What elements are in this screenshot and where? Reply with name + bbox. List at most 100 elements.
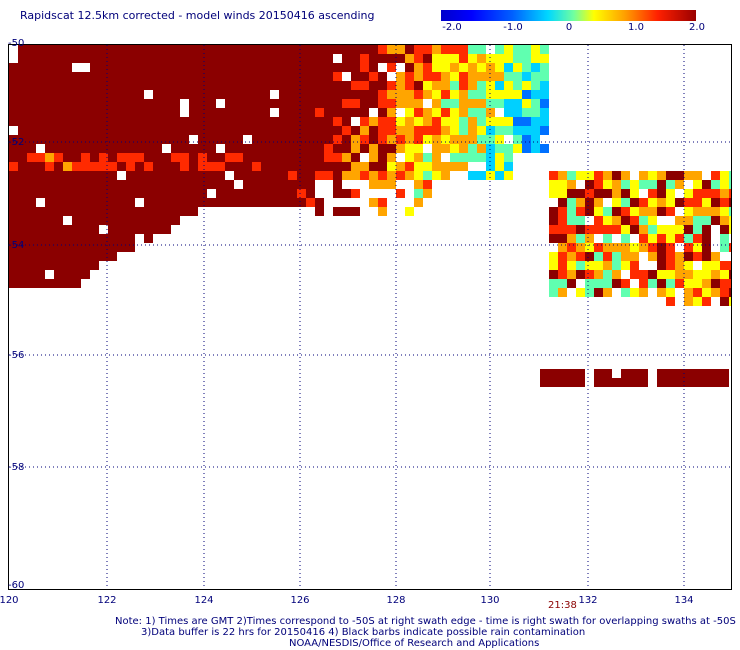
wind-cell — [117, 189, 126, 198]
wind-cell — [666, 270, 675, 279]
wind-cell — [612, 171, 621, 180]
wind-cell — [45, 225, 54, 234]
wind-cell — [333, 144, 342, 153]
wind-cell — [225, 81, 234, 90]
wind-cell — [72, 225, 81, 234]
wind-cell — [459, 117, 468, 126]
wind-cell — [612, 225, 621, 234]
wind-cell — [675, 234, 684, 243]
wind-cell — [234, 189, 243, 198]
wind-cell — [621, 180, 630, 189]
wind-cell — [729, 216, 738, 225]
wind-cell — [423, 63, 432, 72]
wind-cell — [9, 108, 18, 117]
wind-cell — [711, 279, 720, 288]
wind-cell — [90, 45, 99, 54]
wind-cell — [423, 189, 432, 198]
wind-cell — [594, 207, 603, 216]
wind-cell — [216, 117, 225, 126]
wind-cell — [90, 252, 99, 261]
wind-cell — [54, 90, 63, 99]
wind-cell — [45, 108, 54, 117]
wind-cell — [144, 117, 153, 126]
wind-cell — [108, 90, 117, 99]
wind-cell — [468, 99, 477, 108]
wind-cell — [486, 126, 495, 135]
wind-cell — [117, 180, 126, 189]
wind-cell — [729, 243, 738, 252]
wind-cell — [162, 207, 171, 216]
wind-cell — [180, 207, 189, 216]
wind-cell — [36, 135, 45, 144]
wind-cell — [729, 207, 738, 216]
wind-cell — [63, 243, 72, 252]
wind-cell — [288, 99, 297, 108]
wind-cell — [90, 153, 99, 162]
wind-cell — [72, 216, 81, 225]
wind-cell — [9, 189, 18, 198]
wind-cell — [396, 189, 405, 198]
wind-cell — [27, 198, 36, 207]
wind-cell — [162, 117, 171, 126]
wind-cell — [558, 180, 567, 189]
wind-cell — [711, 207, 720, 216]
wind-cell — [54, 189, 63, 198]
wind-cell — [675, 378, 684, 387]
wind-cell — [486, 54, 495, 63]
wind-cell — [657, 207, 666, 216]
wind-cell — [333, 135, 342, 144]
wind-cell — [513, 117, 522, 126]
wind-cell — [279, 117, 288, 126]
wind-cell — [81, 162, 90, 171]
wind-cell — [639, 198, 648, 207]
wind-cell — [558, 207, 567, 216]
wind-cell — [54, 270, 63, 279]
wind-cell — [486, 162, 495, 171]
wind-cell — [351, 54, 360, 63]
wind-cell — [297, 135, 306, 144]
wind-cell — [90, 108, 99, 117]
wind-cell — [351, 45, 360, 54]
wind-cell — [207, 171, 216, 180]
wind-cell — [414, 162, 423, 171]
wind-cell — [711, 252, 720, 261]
lon-label: 130 — [480, 595, 500, 606]
wind-cell — [612, 189, 621, 198]
wind-cell — [54, 144, 63, 153]
wind-cell — [450, 108, 459, 117]
wind-cell — [405, 126, 414, 135]
wind-cell — [729, 270, 738, 279]
wind-cell — [297, 189, 306, 198]
wind-cell — [324, 153, 333, 162]
wind-cell — [243, 153, 252, 162]
lat-label: -52 — [8, 137, 25, 148]
wind-cell — [684, 261, 693, 270]
wind-cell — [54, 207, 63, 216]
wind-cell — [261, 171, 270, 180]
wind-cell — [63, 117, 72, 126]
wind-cell — [261, 153, 270, 162]
wind-cell — [144, 189, 153, 198]
wind-cell — [333, 180, 342, 189]
wind-cell — [126, 144, 135, 153]
wind-cell — [342, 207, 351, 216]
wind-cell — [648, 171, 657, 180]
wind-cell — [126, 216, 135, 225]
wind-cells — [9, 45, 738, 387]
wind-cell — [522, 54, 531, 63]
wind-cell — [441, 54, 450, 63]
wind-cell — [261, 162, 270, 171]
wind-cell — [432, 153, 441, 162]
wind-cell — [702, 279, 711, 288]
wind-cell — [423, 126, 432, 135]
wind-cell — [459, 126, 468, 135]
wind-cell — [45, 90, 54, 99]
wind-cell — [729, 180, 738, 189]
wind-cell — [117, 108, 126, 117]
wind-cell — [513, 72, 522, 81]
wind-cell — [27, 144, 36, 153]
wind-cell — [288, 117, 297, 126]
wind-cell — [171, 153, 180, 162]
wind-cell — [36, 261, 45, 270]
wind-cell — [108, 234, 117, 243]
